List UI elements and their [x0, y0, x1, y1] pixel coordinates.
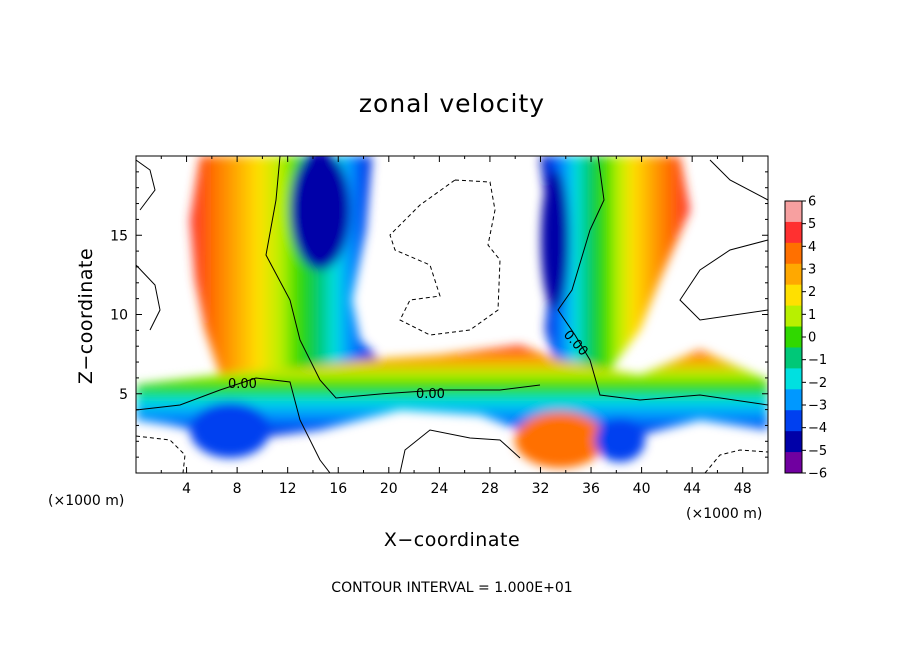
x-axis: 4 8 12 16 20 24 28 32 36 40 44 48	[160, 156, 752, 497]
chart-title: zonal velocity	[359, 89, 545, 118]
colorbar-label: −3	[808, 399, 827, 414]
lower-right-blob	[595, 418, 645, 462]
colorbar-swatch	[785, 305, 802, 328]
y-axis: 5 10 15	[110, 171, 768, 458]
colorbar-swatch	[785, 284, 802, 307]
colorbar-swatch	[785, 368, 802, 390]
lower-middle-blob	[515, 412, 605, 468]
colorbar-swatch	[785, 389, 802, 411]
colorbar-label: 5	[808, 217, 816, 232]
colorbar-swatch	[785, 263, 802, 286]
colorbar-label: −6	[808, 467, 827, 482]
right-dark-blob	[541, 170, 569, 310]
colorbar-swatch	[785, 410, 802, 432]
zero-contour-left	[265, 156, 541, 399]
colorbar-label: −2	[808, 376, 827, 391]
x-tick-label: 36	[582, 481, 600, 497]
x-axis-label: X−coordinate	[384, 529, 520, 551]
y-tick-label: 10	[110, 308, 128, 324]
heatmap-field	[136, 156, 768, 468]
colorbar-swatch	[785, 347, 802, 369]
x-tick-label: 48	[734, 481, 752, 497]
contour-left-mid	[136, 264, 161, 331]
colorbar-label: 1	[808, 308, 816, 323]
colorbar-swatch	[785, 242, 802, 265]
y-axis-label: Z−coordinate	[75, 248, 97, 384]
y-tick-label: 15	[110, 228, 128, 244]
colorbar-swatch	[785, 431, 802, 453]
x-tick-label: 16	[329, 481, 347, 497]
lower-left-blob	[190, 402, 270, 458]
central-dark-blob	[290, 156, 350, 270]
dashed-contour-right	[704, 449, 768, 473]
zero-contour-right	[557, 156, 768, 406]
left-jet-region	[190, 156, 380, 390]
x-tick-label: 12	[279, 481, 297, 497]
x-tick-label: 8	[233, 481, 242, 497]
colorbar-swatch	[785, 452, 802, 474]
contour-interval-note: CONTOUR INTERVAL = 1.000E+01	[331, 580, 572, 596]
colorbar-label: −5	[808, 444, 827, 459]
colorbar-swatch	[785, 201, 802, 223]
x-tick-label: 28	[481, 481, 499, 497]
contour-label: 0.00	[228, 377, 257, 392]
colorbar-label: 0	[808, 331, 816, 346]
x-tick-label: 44	[683, 481, 701, 497]
x-tick-label: 40	[633, 481, 651, 497]
right-jet-region	[540, 156, 690, 380]
y-tick-label: 5	[119, 387, 128, 403]
dashed-contour-left	[136, 435, 186, 473]
x-unit-right: (×1000 m)	[686, 506, 762, 522]
x-tick-label: 4	[182, 481, 191, 497]
dashed-contour-center	[389, 179, 501, 336]
colorbar-swatch	[785, 221, 802, 244]
x-tick-label: 32	[532, 481, 550, 497]
contour-top-right	[709, 159, 768, 201]
colorbar-label: 6	[808, 195, 816, 210]
colorbar-swatch	[785, 326, 802, 348]
x-tick-label: 20	[380, 481, 398, 497]
colorbar-label: 3	[808, 263, 816, 278]
colorbar-label: −1	[808, 353, 827, 368]
x-tick-label: 24	[430, 481, 448, 497]
colorbar: 6 5 4 3 2 1 0 −1 −2 −3 −4 −5 −6	[784, 195, 827, 482]
contour-top-left	[136, 159, 156, 211]
contour-right-mid	[679, 239, 768, 321]
colorbar-label: 2	[808, 285, 816, 300]
contour-lines	[136, 156, 768, 473]
contour-bottom-mid	[399, 429, 521, 473]
contour-label: 0.00	[416, 387, 445, 402]
colorbar-label: −4	[808, 421, 827, 436]
x-unit-left: (×1000 m)	[48, 493, 124, 509]
zero-contour-lower	[136, 377, 331, 473]
colorbar-label: 4	[808, 240, 816, 255]
